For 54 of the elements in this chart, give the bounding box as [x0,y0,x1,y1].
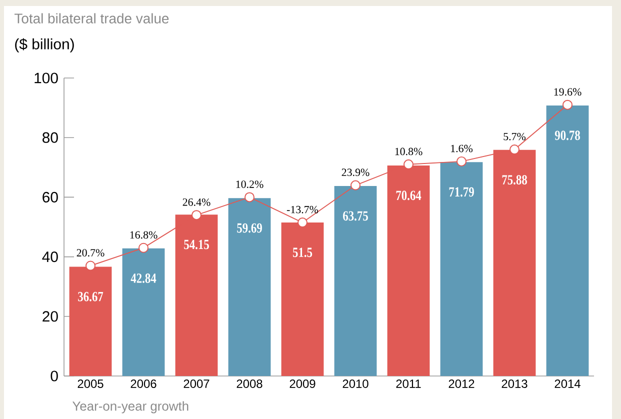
x-tick-label: 2008 [236,380,262,388]
x-tick-label: 2006 [130,380,156,388]
y-tick-label: 80 [42,132,58,143]
data-label: 90.78 [554,130,580,140]
y-tick-label: 60 [42,192,58,202]
point [192,210,202,220]
point [562,100,573,110]
y-tick-label: 40 [42,252,58,262]
data-label: 75.88 [502,175,527,185]
annotation: 10.8% [395,148,422,156]
y-axis-title: ($ billion) [15,38,74,52]
annotation: 23.9% [342,168,370,176]
chart-title: Total bilateral trade value [14,13,169,24]
data-label: 54.15 [184,240,209,250]
annotation: 10.2% [236,180,264,188]
bar [228,198,271,376]
point [86,260,96,271]
data-label: 42.84 [130,274,156,284]
annotation: 20.7% [76,249,104,257]
data-label: 59.69 [237,223,262,233]
point [244,192,255,202]
annotation: -13.7% [286,206,318,214]
y-tick-label: 0 [50,370,58,382]
bar [440,162,483,376]
x-tick-label: 2014 [554,380,580,388]
annotation: 1.6% [451,144,473,152]
bar [122,248,165,376]
point [138,242,149,253]
x-tick-label: 2013 [502,380,528,388]
data-label: 71.79 [449,187,474,197]
x-tick-label: 2005 [78,380,104,388]
y-tick-label: 20 [42,311,58,322]
x-tick-label: 2009 [290,380,316,388]
annotation: 5.7% [504,132,526,140]
point [510,144,520,155]
data-label: 36.67 [78,292,104,302]
bar [546,105,589,376]
point [298,218,308,228]
annotation: 19.6% [554,88,582,96]
annotation: 26.4% [182,198,210,206]
x-tick-label: 2010 [342,380,368,388]
bar [334,186,377,376]
x-tick-label: 2011 [396,380,421,388]
y-tick-label: 100 [34,72,58,84]
text: Year-on-year growth [72,401,188,414]
data-label: 51.5 [292,248,312,258]
x-tick-label: 2007 [184,380,210,388]
data-label: 70.64 [396,190,422,200]
point [350,180,361,190]
point [404,159,414,170]
point [456,156,467,166]
data-label: 63.75 [343,211,368,221]
x-tick-label: 2012 [448,380,474,388]
annotation: 16.8% [130,231,158,239]
